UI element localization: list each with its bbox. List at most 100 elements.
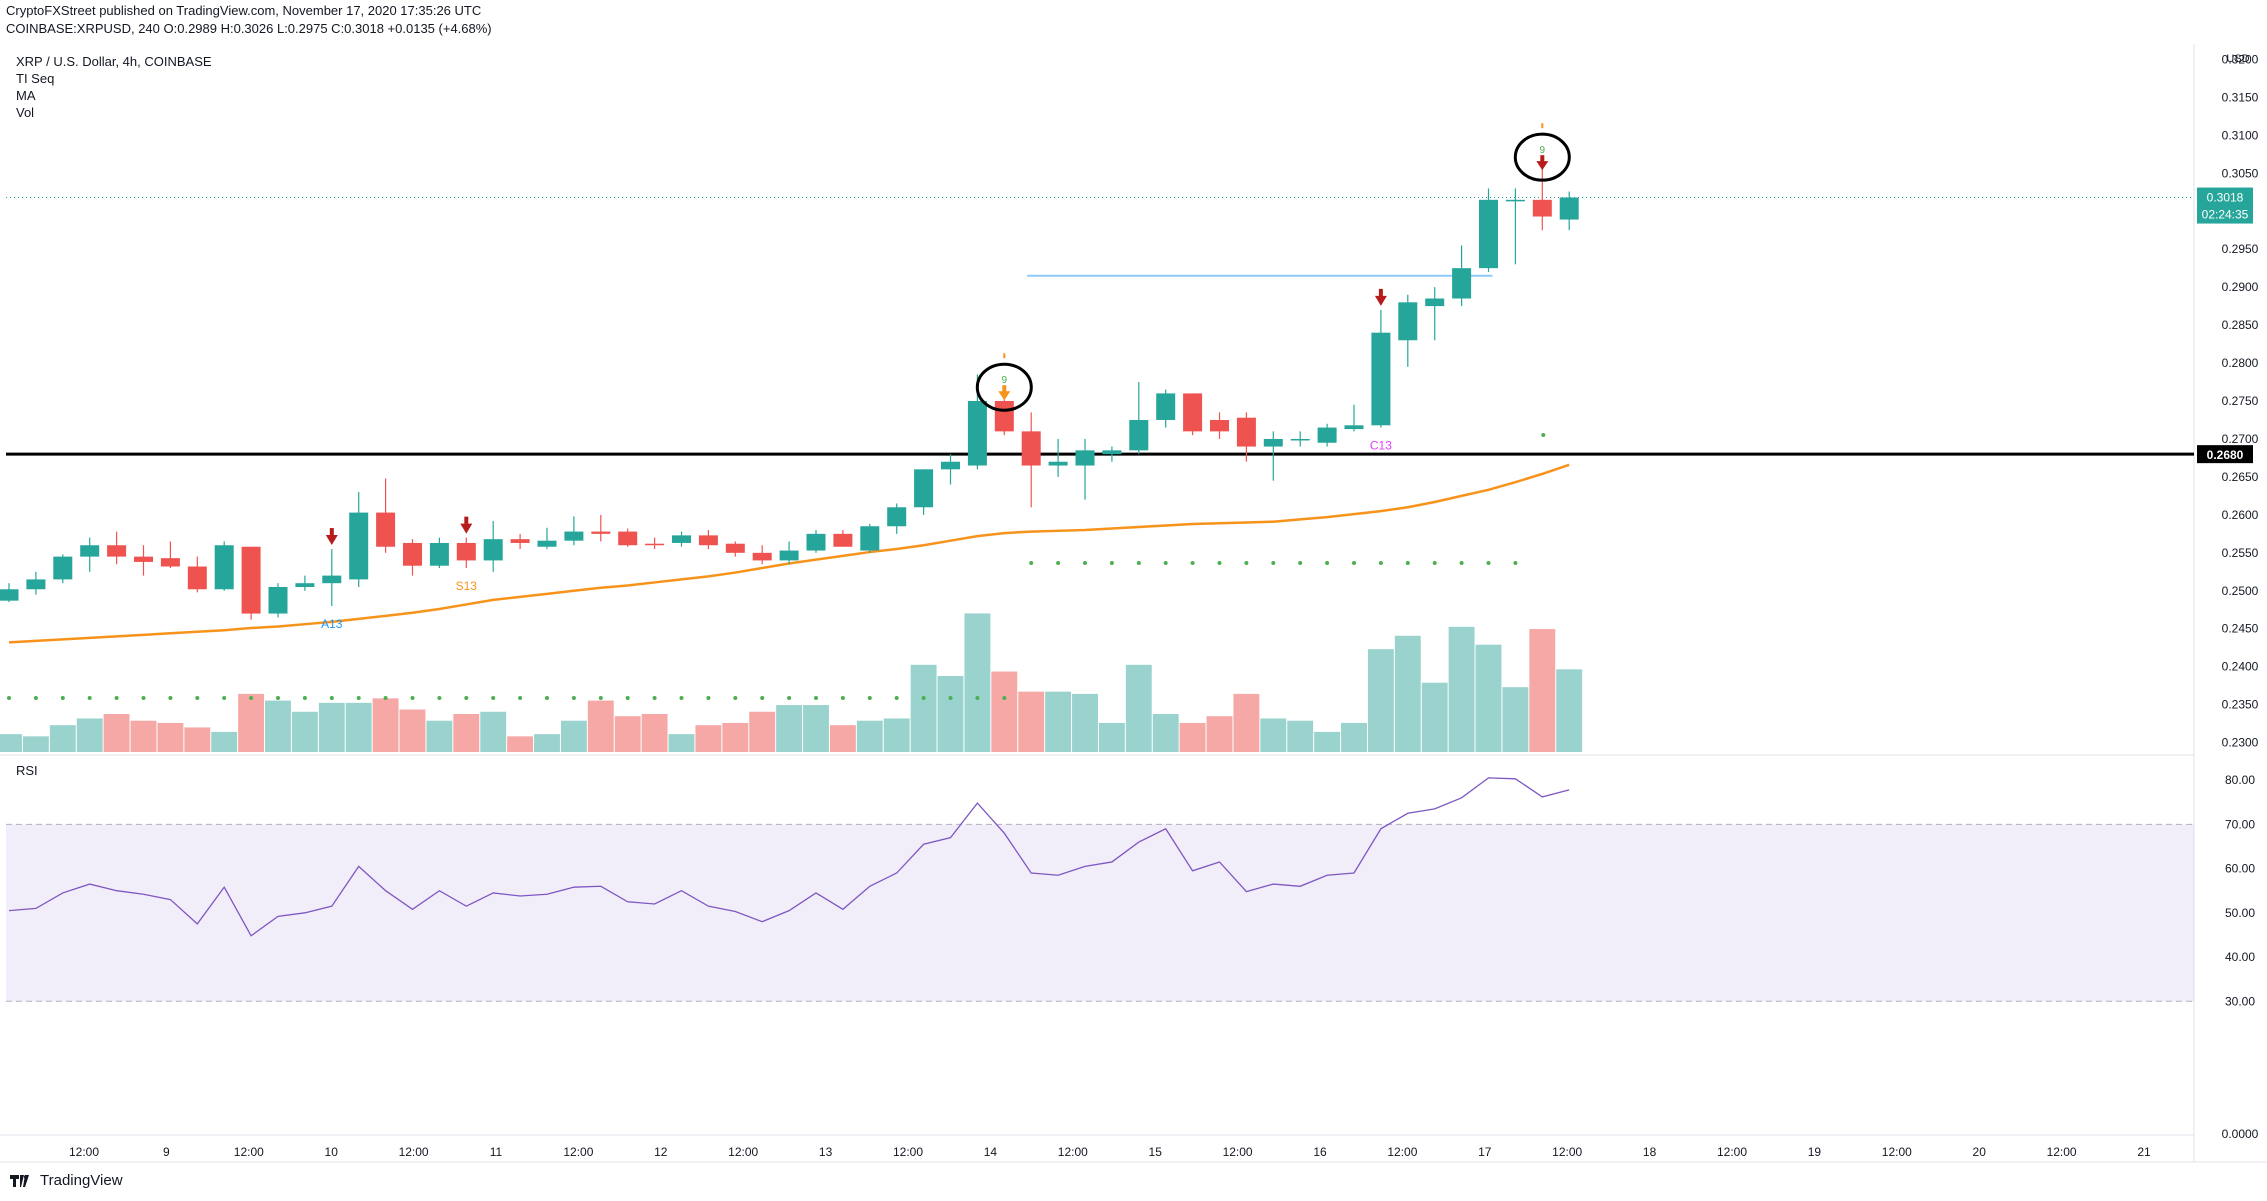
volume-bar[interactable]	[668, 734, 695, 752]
candle-body[interactable]	[914, 469, 934, 508]
volume-bar[interactable]	[587, 700, 614, 752]
candle-body[interactable]	[1236, 417, 1256, 447]
legend-item-vol[interactable]: Vol	[16, 105, 35, 120]
volume-bar[interactable]	[103, 714, 130, 752]
volume-bar[interactable]	[1367, 649, 1394, 752]
volume-bar[interactable]	[991, 671, 1018, 752]
candle-body[interactable]	[134, 556, 153, 562]
candle-body[interactable]	[160, 558, 180, 567]
candle-body[interactable]	[645, 543, 665, 546]
candle-body[interactable]	[860, 526, 880, 551]
rsi-pane[interactable]	[6, 758, 2194, 1134]
rsi-line[interactable]	[8, 777, 1570, 937]
candle-body[interactable]	[483, 539, 503, 561]
volume-bar[interactable]	[1529, 629, 1556, 752]
rsi-label[interactable]: RSI	[16, 763, 38, 778]
candle-body[interactable]	[376, 512, 396, 547]
volume-bar[interactable]	[1475, 644, 1502, 752]
volume-bar[interactable]	[49, 725, 76, 752]
candle-body[interactable]	[429, 542, 449, 566]
volume-bar[interactable]	[0, 734, 22, 752]
candle-body[interactable]	[349, 512, 369, 580]
candle-body[interactable]	[53, 556, 73, 580]
volume-bar[interactable]	[695, 725, 722, 752]
candle-body[interactable]	[1102, 450, 1122, 455]
candle-body[interactable]	[241, 546, 261, 614]
price-pane[interactable]	[6, 48, 2194, 754]
volume-bar[interactable]	[318, 702, 345, 752]
candle-body[interactable]	[833, 533, 853, 547]
volume-bar[interactable]	[856, 720, 883, 752]
candle-body[interactable]	[779, 550, 799, 561]
candle-body[interactable]	[80, 545, 100, 557]
volume-bar[interactable]	[1018, 691, 1045, 752]
volume-bar[interactable]	[937, 676, 964, 752]
volume-bar[interactable]	[829, 725, 856, 752]
candle-body[interactable]	[672, 535, 691, 543]
candle-body[interactable]	[0, 589, 19, 601]
volume-bar[interactable]	[1556, 669, 1583, 752]
volume-bar[interactable]	[453, 714, 480, 752]
candle-body[interactable]	[214, 545, 234, 590]
candle-body[interactable]	[1021, 431, 1041, 466]
candle-body[interactable]	[618, 531, 638, 546]
volume-bar[interactable]	[76, 718, 103, 752]
candle-body[interactable]	[1290, 438, 1310, 441]
volume-bar[interactable]	[1394, 635, 1421, 752]
volume-bar[interactable]	[1260, 718, 1287, 752]
candle-body[interactable]	[1210, 419, 1229, 432]
candle-body[interactable]	[1183, 393, 1203, 432]
candle-body[interactable]	[1344, 425, 1364, 430]
candle-body[interactable]	[295, 583, 315, 587]
footer-brand[interactable]: TradingView	[40, 1172, 123, 1189]
volume-bar[interactable]	[1045, 691, 1072, 752]
volume-bar[interactable]	[1341, 722, 1367, 752]
candle-body[interactable]	[537, 540, 557, 547]
candle-body[interactable]	[591, 531, 611, 534]
volume-bar[interactable]	[265, 700, 291, 752]
volume-bar[interactable]	[22, 736, 49, 752]
candle-body[interactable]	[1532, 199, 1552, 217]
candle-body[interactable]	[1156, 393, 1176, 420]
candle-body[interactable]	[1129, 419, 1149, 451]
legend-item-tiseq[interactable]: TI Seq	[16, 71, 55, 86]
candle-body[interactable]	[1559, 197, 1579, 220]
candle-body[interactable]	[510, 539, 530, 543]
volume-bar[interactable]	[560, 720, 587, 752]
candle-body[interactable]	[1075, 450, 1095, 466]
candle-body[interactable]	[322, 575, 342, 584]
volume-bar[interactable]	[1233, 693, 1260, 752]
candle-body[interactable]	[887, 507, 907, 527]
candle-body[interactable]	[1398, 302, 1418, 341]
volume-bar[interactable]	[1314, 731, 1341, 752]
volume-bar[interactable]	[157, 722, 184, 752]
volume-bar[interactable]	[641, 714, 668, 752]
last-price-tag[interactable]	[2197, 187, 2253, 224]
candle-body[interactable]	[403, 542, 422, 566]
candle-body[interactable]	[26, 579, 46, 590]
volume-bar[interactable]	[1502, 687, 1529, 752]
support-price-tag[interactable]	[2197, 445, 2253, 464]
candle-body[interactable]	[564, 531, 584, 541]
volume-bar[interactable]	[291, 711, 318, 752]
volume-bar[interactable]	[345, 702, 372, 752]
volume-bar[interactable]	[1421, 682, 1448, 752]
volume-bar[interactable]	[1179, 722, 1206, 752]
candle-body[interactable]	[456, 542, 476, 561]
candle-body[interactable]	[698, 535, 718, 546]
volume-bar[interactable]	[480, 711, 507, 752]
volume-bar[interactable]	[1098, 722, 1125, 752]
volume-bar[interactable]	[1448, 626, 1475, 752]
candle-body[interactable]	[752, 552, 772, 561]
volume-bar[interactable]	[372, 698, 399, 752]
volume-bar[interactable]	[1072, 693, 1098, 752]
candle-body[interactable]	[268, 586, 288, 614]
volume-bar[interactable]	[426, 720, 453, 752]
volume-bar[interactable]	[130, 720, 157, 752]
candle-body[interactable]	[1317, 427, 1337, 443]
legend-title[interactable]: XRP / U.S. Dollar, 4h, COINBASE	[16, 54, 212, 69]
volume-bar[interactable]	[1152, 714, 1179, 752]
candle-body[interactable]	[1048, 461, 1068, 466]
volume-bar[interactable]	[964, 613, 991, 752]
